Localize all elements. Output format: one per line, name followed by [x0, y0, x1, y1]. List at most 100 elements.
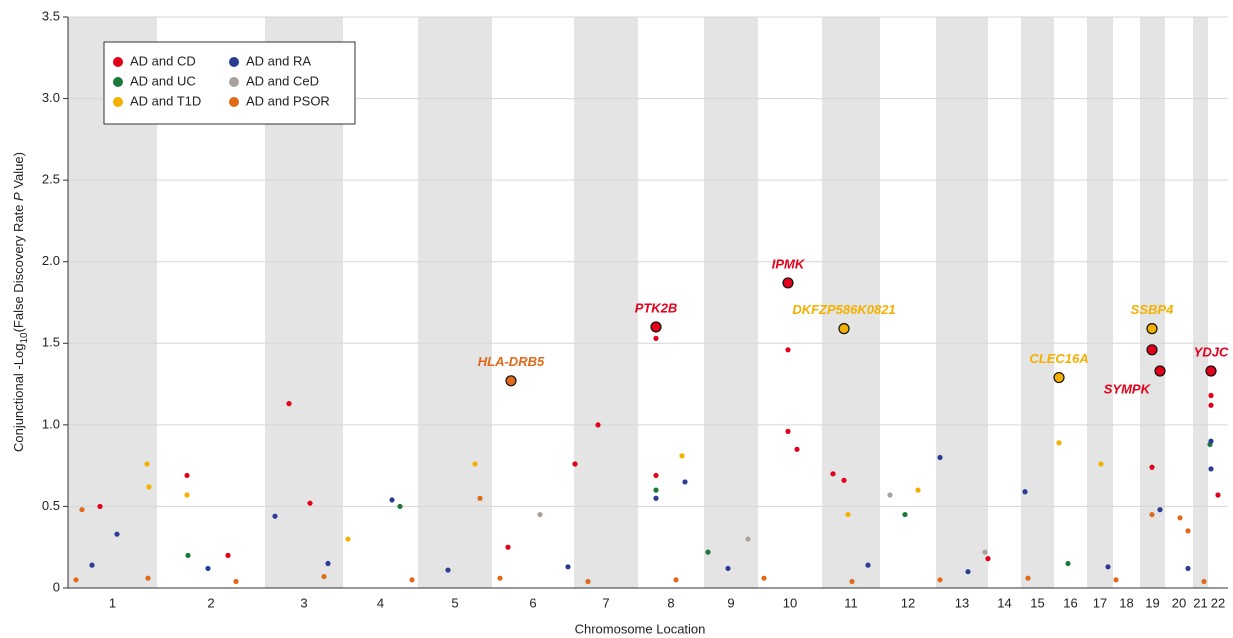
point: [887, 492, 893, 498]
highlight-point: [1053, 371, 1065, 384]
point: [937, 577, 943, 583]
point: [902, 511, 908, 518]
point: [565, 564, 571, 570]
gene-label: PTK2B: [635, 300, 678, 315]
point: [1022, 489, 1028, 495]
point: [145, 575, 151, 581]
point: [1177, 515, 1183, 521]
x-tick-label: 4: [377, 595, 384, 610]
point: [144, 461, 150, 467]
x-tick-label: 8: [667, 595, 674, 610]
point: [205, 565, 211, 572]
point: [307, 500, 313, 506]
highlight-point: [650, 321, 662, 333]
point: [114, 531, 120, 537]
point: [1208, 438, 1214, 444]
legend-label: AD and RA: [246, 53, 311, 68]
highlight-point: [1146, 323, 1158, 335]
legend-marker: [113, 57, 123, 67]
point: [1215, 492, 1221, 498]
point: [73, 577, 79, 583]
point: [97, 503, 103, 510]
point: [146, 484, 152, 490]
point: [1201, 578, 1207, 585]
x-tick-label: 3: [300, 595, 307, 610]
point: [272, 513, 278, 519]
chromosome-band: [574, 17, 638, 588]
point: [865, 562, 871, 568]
highlight-point: [505, 375, 517, 387]
point: [89, 562, 95, 568]
point: [682, 479, 688, 485]
point: [1098, 461, 1104, 467]
point: [1149, 511, 1155, 518]
x-tick-label: 19: [1145, 595, 1159, 610]
point: [184, 472, 190, 479]
point: [965, 569, 971, 575]
point: [673, 577, 679, 583]
point: [841, 477, 847, 483]
point: [505, 544, 511, 550]
gene-label: SSBP4: [1131, 302, 1174, 317]
point: [653, 495, 659, 501]
point: [1149, 464, 1155, 470]
gene-label: CLEC16A: [1029, 351, 1088, 366]
x-tick-label: 15: [1030, 595, 1044, 610]
legend-label: AD and UC: [130, 73, 196, 88]
series: [97, 335, 1221, 562]
x-tick-label: 10: [783, 595, 797, 610]
y-tick-label: 1.5: [42, 335, 60, 350]
point: [345, 536, 351, 542]
highlight-point: [1154, 365, 1166, 377]
y-tick-label: 0.5: [42, 498, 60, 513]
legend-marker: [113, 77, 123, 87]
series: [73, 495, 1207, 585]
point: [472, 461, 478, 467]
point: [537, 511, 543, 518]
y-tick-label: 2.0: [42, 253, 60, 268]
series: [89, 438, 1214, 575]
x-tick-label: 21: [1193, 595, 1207, 610]
point: [595, 422, 601, 428]
point: [982, 549, 988, 555]
x-tick-label: 20: [1172, 595, 1186, 610]
y-axis-title: Conjunctional -Log10(False Discovery Rat…: [11, 152, 29, 452]
point: [1185, 528, 1191, 534]
point: [794, 446, 800, 452]
x-tick-label: 7: [602, 595, 609, 610]
point: [1056, 440, 1062, 446]
point: [785, 347, 791, 353]
point: [477, 495, 483, 501]
point: [233, 578, 239, 585]
gene-label: YDJC: [1194, 344, 1229, 359]
chromosome-band: [1140, 17, 1165, 588]
point: [225, 552, 231, 558]
y-tick-label: 1.0: [42, 416, 60, 431]
x-tick-label: 2: [207, 595, 214, 610]
point: [1157, 507, 1163, 513]
gene-label: DKFZP586K0821: [792, 302, 895, 317]
x-tick-label: 22: [1211, 595, 1225, 610]
point: [585, 578, 591, 585]
gene-label: SYMPK: [1104, 381, 1152, 396]
gene-label: HLA-DRB5: [478, 354, 545, 369]
point: [497, 575, 503, 581]
legend-label: AD and T1D: [130, 93, 201, 108]
highlight-point: [1146, 344, 1158, 356]
x-tick-label: 9: [727, 595, 734, 610]
legend-label: AD and CD: [130, 53, 196, 68]
x-tick-label: 14: [997, 595, 1011, 610]
point: [653, 472, 659, 479]
point: [1065, 560, 1071, 567]
point: [79, 507, 85, 513]
point: [1105, 564, 1111, 570]
chromosome-band: [936, 17, 988, 588]
chromosome-band: [822, 17, 880, 588]
highlight-point: [1205, 365, 1217, 377]
chromosome-band: [418, 17, 492, 588]
point: [1025, 575, 1031, 581]
point: [185, 552, 191, 558]
point: [653, 335, 659, 341]
point: [761, 575, 767, 581]
